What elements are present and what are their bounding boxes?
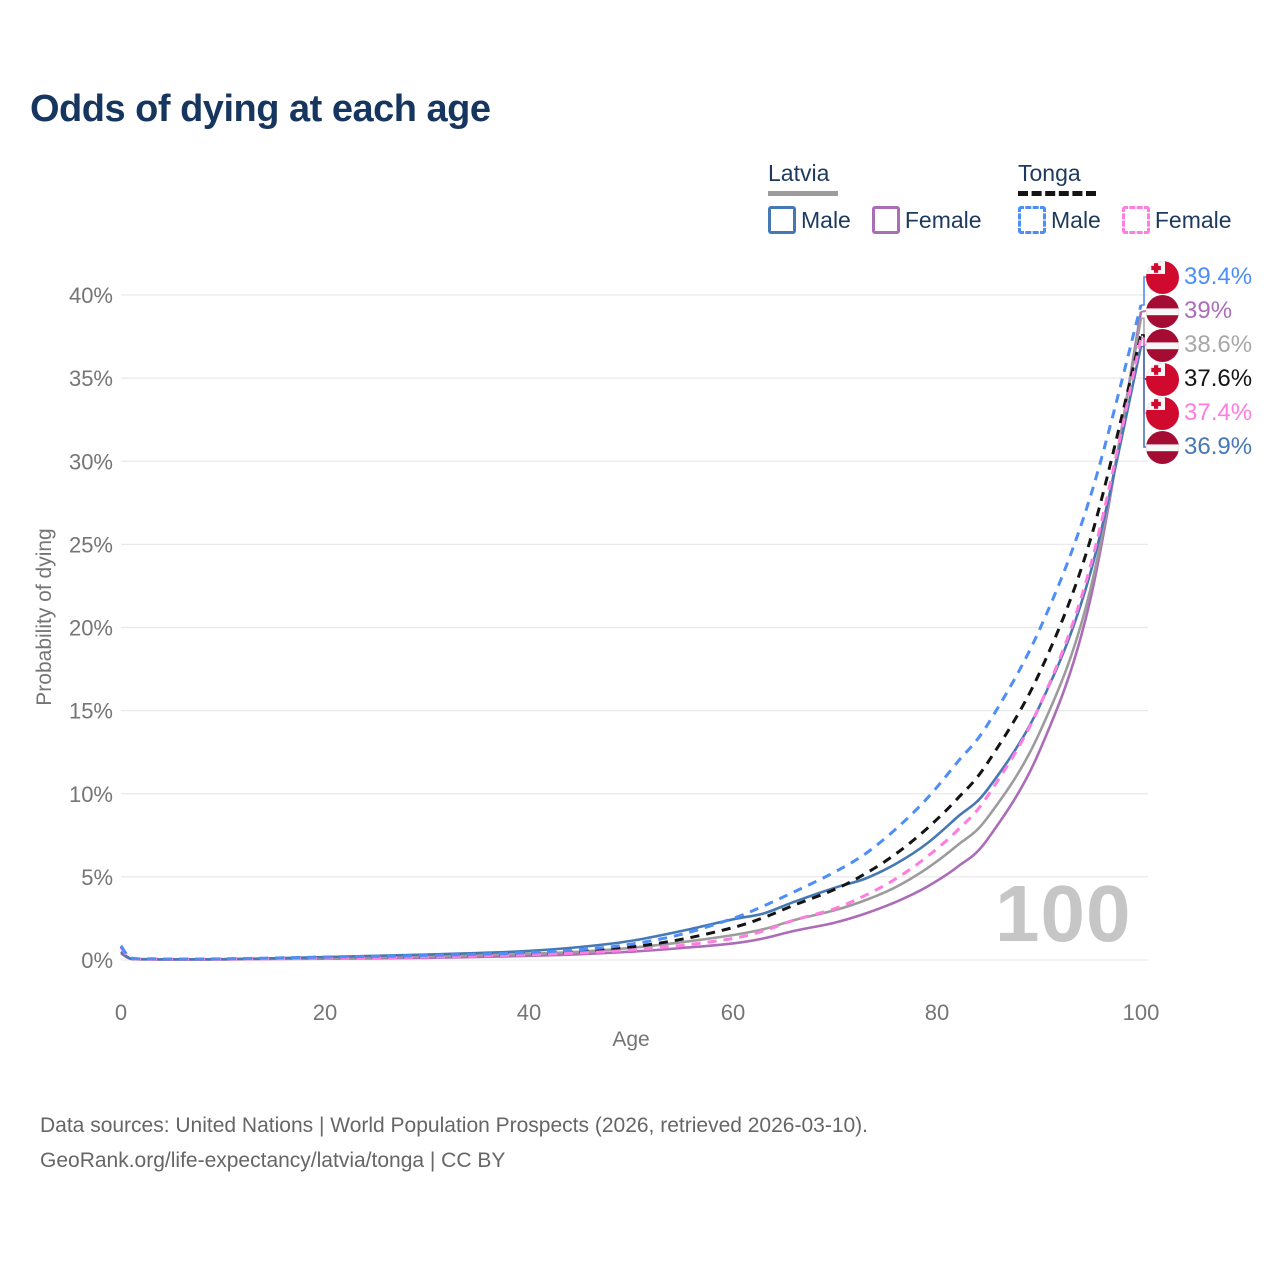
- series-end-label-latvia-male: 36.9%: [1146, 430, 1252, 464]
- x-tick-label: 100: [1123, 1000, 1160, 1025]
- series-end-label-tonga-male: 39.4%: [1146, 260, 1252, 294]
- y-tick-label: 40%: [69, 283, 113, 308]
- series-end-label-latvia-total: 38.6%: [1146, 328, 1252, 362]
- legend-item-tonga-male[interactable]: Male: [1018, 206, 1101, 234]
- tonga-flag-icon: [1146, 396, 1179, 430]
- end-value-latvia-total: 38.6%: [1184, 331, 1253, 358]
- y-tick-label: 10%: [69, 782, 113, 807]
- end-value-tonga-female: 37.4%: [1184, 399, 1253, 426]
- legend-group-latvia: Latvia Male Female: [768, 160, 1003, 234]
- y-tick-label: 5%: [81, 865, 113, 890]
- latvia-flag-icon: [1146, 430, 1179, 464]
- legend-label-latvia-female: Female: [904, 206, 982, 233]
- legend-item-latvia-female[interactable]: Female: [871, 206, 982, 234]
- legend-item-tonga-female[interactable]: Female: [1121, 206, 1232, 234]
- latvia-flag-icon: [1146, 328, 1179, 362]
- tonga-line-style-swatch: [1018, 191, 1096, 196]
- x-tick-label: 20: [313, 1000, 337, 1025]
- latvia-flag-icon: [1146, 294, 1179, 328]
- legend-item-latvia-male[interactable]: Male: [768, 206, 851, 234]
- series-end-label-tonga-total: 37.6%: [1146, 362, 1252, 396]
- legend-group-tonga-title: Tonga: [1018, 160, 1081, 186]
- series-line-tonga-male: [119, 304, 1143, 961]
- latvia-flag-icon: [1146, 430, 1179, 464]
- series-line-latvia-both: [120, 318, 1143, 961]
- tonga-male-checkbox[interactable]: [1018, 206, 1046, 234]
- latvia-flag-icon: [1146, 328, 1179, 362]
- y-axis-title: Probability of dying: [33, 528, 56, 706]
- y-tick-label: 25%: [69, 532, 113, 557]
- series-line-latvia-male: [120, 346, 1143, 961]
- legend-group-tonga: Tonga Male Female: [1018, 160, 1253, 234]
- y-tick-label: 30%: [69, 449, 113, 474]
- latvia-male-checkbox[interactable]: [768, 206, 796, 234]
- series-line-latvia-female: [120, 311, 1143, 961]
- tonga-flag-icon: [1146, 260, 1179, 294]
- legend-group-latvia-title: Latvia: [768, 160, 830, 186]
- series-end-label-tonga-female: 37.4%: [1146, 396, 1252, 430]
- tonga-flag-icon: [1146, 362, 1179, 396]
- y-tick-label: 15%: [69, 699, 113, 724]
- tonga-flag-icon: [1146, 362, 1179, 396]
- end-value-latvia-male: 36.9%: [1184, 433, 1253, 460]
- legend-label-latvia-male: Male: [801, 206, 851, 233]
- line-chart: 0% 5% 10% 15% 20% 25% 30% 35% 40% 0 20 40 60 80 100: [69, 276, 1160, 1025]
- end-value-tonga-total: 37.6%: [1184, 365, 1253, 392]
- footer-line-2: GeoRank.org/life-expectancy/latvia/tonga…: [40, 1149, 506, 1172]
- data-sources-footer: Data sources: United Nations | World Pop…: [40, 1108, 868, 1178]
- footer-line-1: Data sources: United Nations | World Pop…: [40, 1114, 869, 1137]
- series-line-tonga-both: [119, 334, 1143, 961]
- x-tick-label: 80: [925, 1000, 949, 1025]
- x-axis-title: Age: [612, 1028, 650, 1051]
- y-tick-label: 35%: [69, 366, 113, 391]
- tonga-flag-icon: [1146, 260, 1179, 294]
- series-end-label-latvia-female: 39%: [1146, 294, 1232, 328]
- end-value-latvia-female: 39%: [1184, 297, 1233, 324]
- x-tick-label: 60: [721, 1000, 745, 1025]
- latvia-female-checkbox[interactable]: [871, 206, 900, 234]
- y-tick-label: 0%: [81, 948, 113, 973]
- tonga-female-checkbox[interactable]: [1121, 206, 1150, 234]
- series-line-tonga-female: [119, 337, 1143, 961]
- latvia-flag-icon: [1146, 294, 1179, 328]
- tonga-flag-icon: [1146, 396, 1179, 430]
- legend-label-tonga-male: Male: [1051, 206, 1101, 233]
- age-watermark: 100: [995, 869, 1132, 958]
- page-title: Odds of dying at each age: [30, 88, 491, 130]
- x-tick-label: 0: [115, 1000, 127, 1025]
- x-tick-label: 40: [517, 1000, 541, 1025]
- latvia-line-style-swatch: [768, 191, 838, 196]
- y-tick-label: 20%: [69, 616, 113, 641]
- legend-label-tonga-female: Female: [1154, 206, 1232, 233]
- end-value-tonga-male: 39.4%: [1184, 263, 1253, 290]
